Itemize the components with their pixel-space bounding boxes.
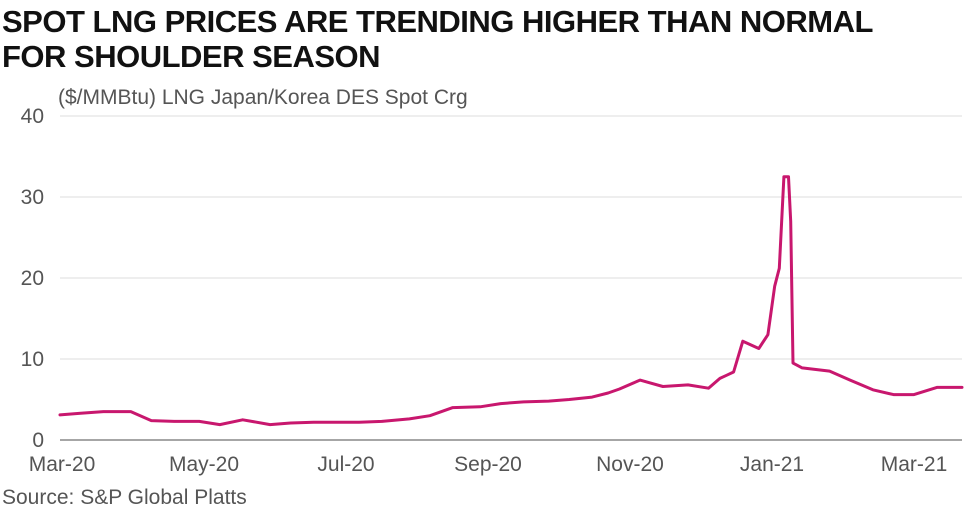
x-tick-label: Nov-20	[596, 453, 664, 476]
chart-title-line-1: SPOT LNG PRICES ARE TRENDING HIGHER THAN…	[2, 4, 873, 39]
x-axis-ticks: Mar-20 May-20 Jul-20 Sep-20 Nov-20 Jan-21 Mar-…	[29, 453, 948, 476]
y-tick-label: 20	[21, 267, 44, 290]
chart-title-line-2: FOR SHOULDER SEASON	[2, 39, 381, 74]
y-tick-label: 40	[21, 105, 44, 128]
y-tick-label: 0	[32, 429, 44, 452]
x-tick-label: Mar-21	[881, 453, 948, 476]
series-layer	[58, 175, 964, 427]
source-note: Source: S&P Global Platts	[2, 486, 247, 509]
x-tick-label: May-20	[169, 453, 239, 476]
y-tick-label: 10	[21, 348, 44, 371]
y-tick-label: 30	[21, 186, 44, 209]
price-series-line	[58, 175, 964, 427]
x-tick-label: Jul-20	[317, 453, 374, 476]
y-axis-unit-label: ($/MMBtu) LNG Japan/Korea DES Spot Crg	[58, 86, 468, 109]
y-axis-ticks: 0 10 20 30 40	[21, 105, 44, 452]
chart-title: SPOT LNG PRICES ARE TRENDING HIGHER THAN…	[2, 4, 962, 74]
gridlines	[60, 115, 962, 441]
x-tick-label: Sep-20	[454, 453, 522, 476]
x-tick-label: Mar-20	[29, 453, 96, 476]
x-tick-label: Jan-21	[740, 453, 804, 476]
